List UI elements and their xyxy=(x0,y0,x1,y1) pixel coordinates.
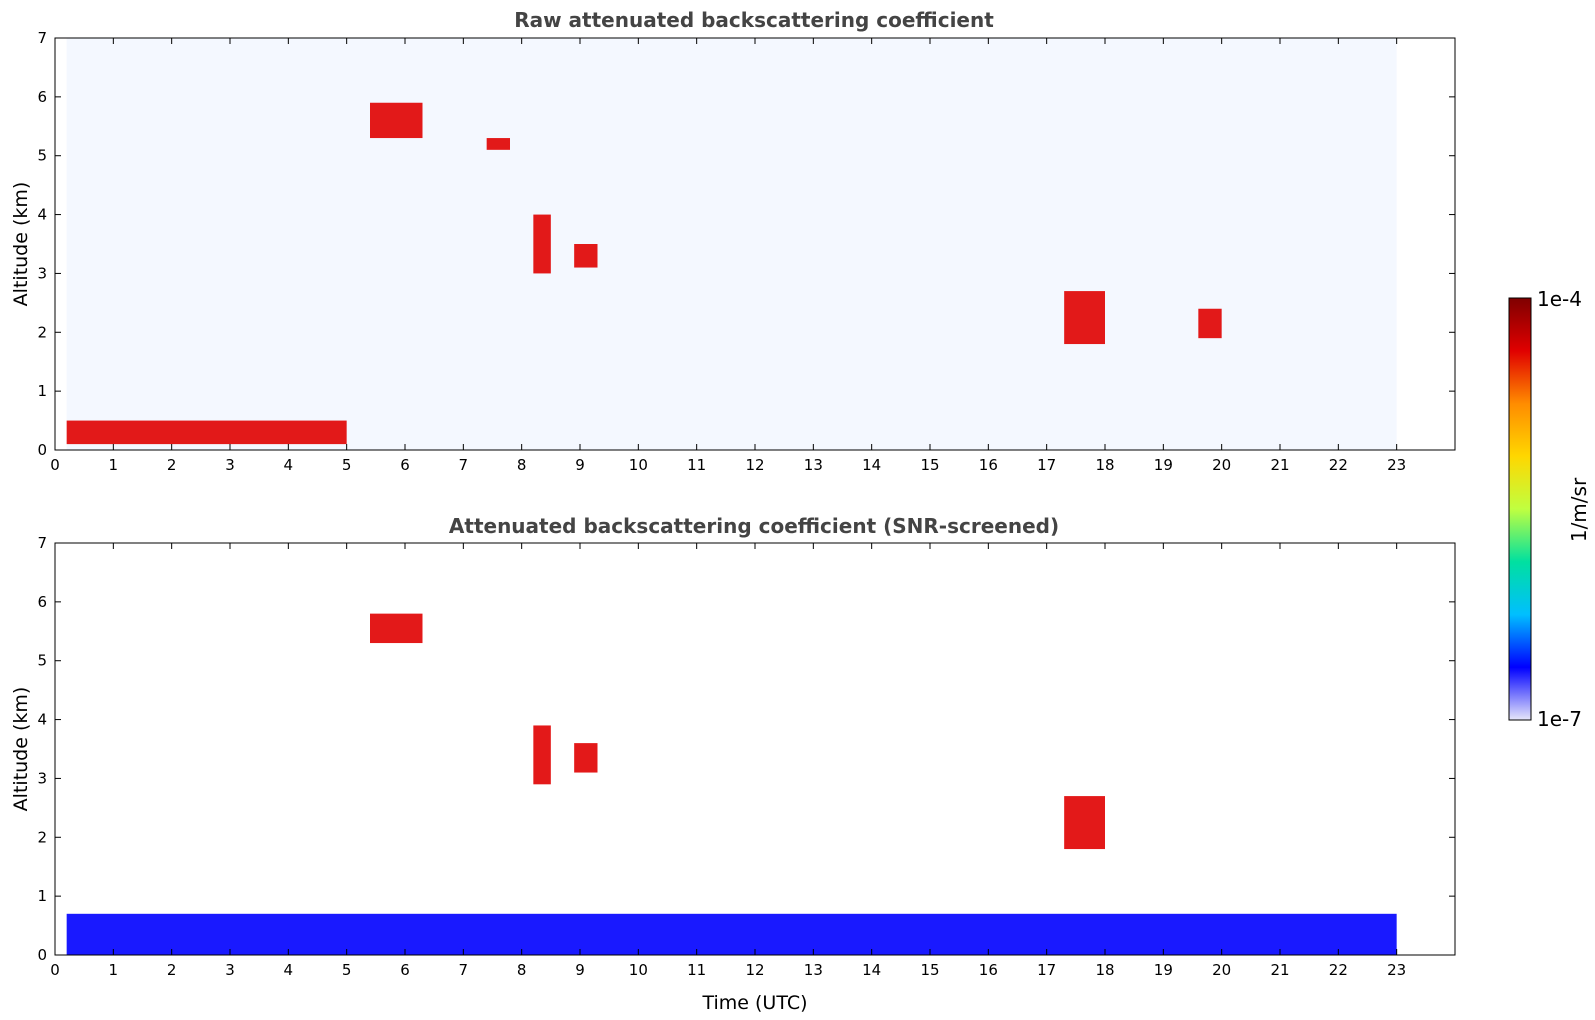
colorbar-gradient xyxy=(1508,297,1532,721)
x-tick-label: 3 xyxy=(225,456,235,474)
x-tick-label: 0 xyxy=(50,961,60,979)
y-tick-label: 5 xyxy=(37,147,47,165)
x-tick-label: 23 xyxy=(1387,456,1406,474)
feature-boundary-layer xyxy=(66,913,1397,955)
axis-ticks: 0 1 2 3 4 5 6 7 8 9 10 11 12 13 14 15 16 17 18 19 20 21 22 2301… xyxy=(37,29,1455,474)
x-tick-label: 14 xyxy=(862,961,881,979)
y-tick-label: 2 xyxy=(37,828,47,846)
x-tick-label: 1 xyxy=(109,456,119,474)
x-tick-label: 14 xyxy=(862,456,881,474)
colorbar: 1e-4 1e-7 1/m/sr xyxy=(1508,287,1591,731)
y-tick-label: 5 xyxy=(37,652,47,670)
y-tick-label: 3 xyxy=(37,769,47,787)
colorbar-max-label: 1e-4 xyxy=(1537,287,1582,311)
heatmap-area xyxy=(66,543,1397,955)
x-tick-label: 10 xyxy=(629,456,648,474)
data-extent xyxy=(66,38,1397,450)
x-tick-label: 5 xyxy=(342,456,352,474)
panel-snr-screened: Attenuated backscattering coefficient (S… xyxy=(10,514,1456,1014)
y-tick-label: 0 xyxy=(37,946,47,964)
x-tick-label: 12 xyxy=(745,961,764,979)
x-tick-label: 6 xyxy=(400,961,410,979)
x-tick-label: 15 xyxy=(920,456,939,474)
feature-elevated-layer xyxy=(370,102,423,139)
feature-elevated-layer xyxy=(370,613,423,644)
x-tick-label: 16 xyxy=(979,961,998,979)
x-tick-label: 7 xyxy=(459,961,469,979)
chart-title: Attenuated backscattering coefficient (S… xyxy=(449,514,1059,538)
x-tick-label: 17 xyxy=(1037,961,1056,979)
feature-elevated-layer xyxy=(574,244,598,268)
x-tick-label: 22 xyxy=(1329,961,1348,979)
x-tick-label: 9 xyxy=(575,456,585,474)
x-tick-label: 8 xyxy=(517,456,527,474)
feature-cloud-fragments xyxy=(1064,796,1105,850)
x-tick-label: 2 xyxy=(167,456,177,474)
y-tick-label: 1 xyxy=(37,887,47,905)
x-tick-label: 15 xyxy=(920,961,939,979)
y-axis-label: Altitude (km) xyxy=(10,182,32,307)
x-tick-label: 19 xyxy=(1154,456,1173,474)
panel-raw: Raw attenuated backscattering coefficien… xyxy=(10,8,1456,474)
x-tick-label: 20 xyxy=(1212,456,1231,474)
x-tick-label: 11 xyxy=(687,961,706,979)
x-tick-label: 21 xyxy=(1270,961,1289,979)
x-tick-label: 12 xyxy=(745,456,764,474)
x-tick-label: 7 xyxy=(459,456,469,474)
y-tick-label: 6 xyxy=(37,593,47,611)
chart-title: Raw attenuated backscattering coefficien… xyxy=(514,8,994,32)
data-extent xyxy=(66,543,1397,955)
y-axis-label: Altitude (km) xyxy=(10,687,32,812)
x-tick-label: 4 xyxy=(284,961,294,979)
feature-elevated-layer xyxy=(574,743,598,773)
x-tick-label: 22 xyxy=(1329,456,1348,474)
y-tick-label: 4 xyxy=(37,711,47,729)
x-tick-label: 9 xyxy=(575,961,585,979)
feature-cloud-fragments xyxy=(1198,308,1222,339)
feature-boundary-layer xyxy=(66,420,347,445)
x-tick-label: 3 xyxy=(225,961,235,979)
feature-elevated-layer xyxy=(486,138,510,150)
colorbar-unit-label: 1/m/sr xyxy=(1567,477,1591,542)
x-tick-label: 20 xyxy=(1212,961,1231,979)
x-tick-label: 2 xyxy=(167,961,177,979)
y-tick-label: 2 xyxy=(37,323,47,341)
feature-elevated-layer xyxy=(533,214,551,274)
x-tick-label: 8 xyxy=(517,961,527,979)
y-tick-label: 6 xyxy=(37,88,47,106)
x-tick-label: 18 xyxy=(1095,456,1114,474)
feature-elevated-layer xyxy=(533,725,551,785)
y-tick-label: 3 xyxy=(37,264,47,282)
y-tick-label: 4 xyxy=(37,206,47,224)
x-tick-label: 17 xyxy=(1037,456,1056,474)
x-tick-label: 18 xyxy=(1095,961,1114,979)
x-tick-label: 5 xyxy=(342,961,352,979)
y-tick-label: 1 xyxy=(37,382,47,400)
x-axis-label: Time (UTC) xyxy=(701,992,807,1014)
y-tick-label: 0 xyxy=(37,441,47,459)
x-tick-label: 19 xyxy=(1154,961,1173,979)
x-tick-label: 1 xyxy=(109,961,119,979)
x-tick-label: 13 xyxy=(804,456,823,474)
y-tick-label: 7 xyxy=(37,534,47,552)
heatmap-area xyxy=(66,38,1397,450)
x-tick-label: 23 xyxy=(1387,961,1406,979)
x-tick-label: 10 xyxy=(629,961,648,979)
x-tick-label: 0 xyxy=(50,456,60,474)
y-tick-label: 7 xyxy=(37,29,47,47)
feature-cloud-fragments xyxy=(1064,291,1105,345)
x-tick-label: 13 xyxy=(804,961,823,979)
x-tick-label: 21 xyxy=(1270,456,1289,474)
x-tick-label: 6 xyxy=(400,456,410,474)
axis-ticks: 0 1 2 3 4 5 6 7 8 9 10 11 12 13 14 15 16 17 18 19 20 21 22 2301… xyxy=(37,534,1455,979)
x-tick-label: 4 xyxy=(284,456,294,474)
colorbar-min-label: 1e-7 xyxy=(1537,707,1582,731)
x-tick-label: 11 xyxy=(687,456,706,474)
x-tick-label: 16 xyxy=(979,456,998,474)
